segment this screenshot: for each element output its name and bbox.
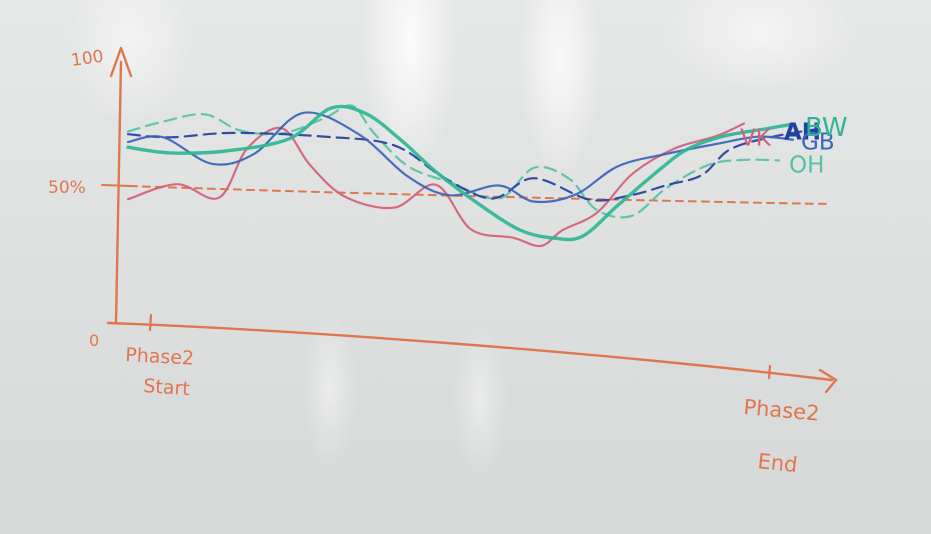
series-label-vk: VK: [740, 126, 772, 152]
x-start-label-line2: Start: [143, 375, 191, 400]
x-end-label-line2: End: [756, 449, 798, 477]
y-axis-max-label: 100: [70, 47, 105, 71]
x-end-label-line1: Phase2: [743, 395, 821, 426]
x-axis-arrow: [818, 368, 838, 394]
y-axis-origin-label: 0: [89, 331, 99, 350]
series-line-ah: [126, 128, 816, 202]
series-lines: [126, 104, 816, 248]
x-tick-phase-end: [767, 364, 772, 380]
axes: [101, 46, 838, 394]
series-line-vk: [126, 122, 746, 248]
chart-labels: 100 0 50% Phase2 Start Phase2 End: [48, 47, 820, 478]
reference-label: 50%: [48, 178, 86, 198]
series-line-bw: [126, 104, 795, 242]
x-tick-phase-start: [148, 313, 153, 332]
series-label-oh: OH: [789, 152, 824, 178]
series-label-bw: BW: [805, 113, 848, 143]
reference-tick: [101, 184, 131, 187]
x-axis: [106, 321, 834, 382]
y-axis-arrow: [109, 46, 133, 78]
series-label-gb: GB: [801, 130, 835, 156]
series-label-ah: AH: [784, 120, 821, 146]
y-axis: [114, 60, 123, 324]
x-start-label-line1: Phase2: [125, 344, 195, 370]
